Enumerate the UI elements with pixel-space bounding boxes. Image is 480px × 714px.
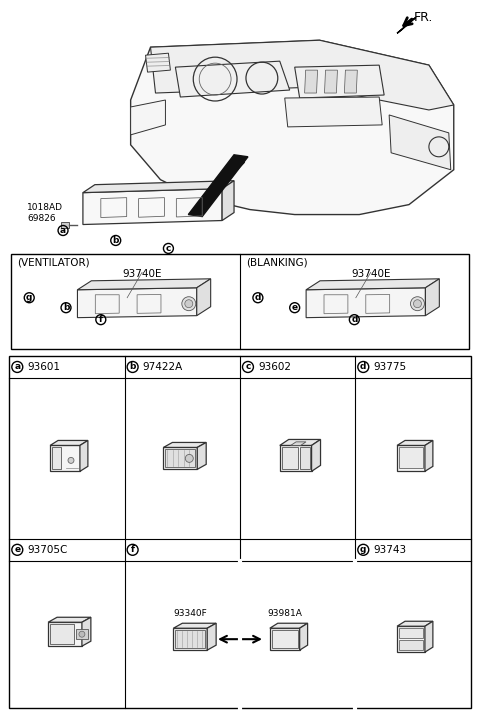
Polygon shape (50, 624, 74, 644)
Polygon shape (173, 623, 216, 628)
Text: f: f (131, 545, 134, 554)
Polygon shape (397, 17, 416, 34)
Polygon shape (305, 70, 318, 93)
Polygon shape (76, 629, 88, 639)
Bar (12, 254, 468, 349)
Text: e: e (14, 545, 20, 554)
Polygon shape (207, 623, 216, 650)
Polygon shape (83, 188, 222, 224)
Polygon shape (50, 441, 88, 446)
Text: 93705C: 93705C (27, 545, 68, 555)
Polygon shape (295, 65, 384, 98)
Text: 93340F: 93340F (173, 609, 207, 618)
Text: 93740E: 93740E (122, 269, 162, 279)
Polygon shape (425, 621, 433, 652)
Text: c: c (166, 244, 171, 253)
Polygon shape (389, 115, 451, 170)
Polygon shape (397, 441, 433, 446)
Polygon shape (344, 70, 357, 93)
Polygon shape (197, 443, 206, 469)
Text: 97422A: 97422A (143, 362, 183, 372)
Polygon shape (270, 623, 308, 628)
Text: 93740E: 93740E (351, 269, 391, 279)
Bar (9, 356, 471, 708)
Polygon shape (291, 442, 306, 446)
Polygon shape (131, 40, 454, 214)
Polygon shape (131, 100, 166, 135)
Text: 93775: 93775 (373, 362, 407, 372)
Polygon shape (188, 155, 248, 216)
Circle shape (68, 458, 74, 463)
Polygon shape (280, 439, 321, 446)
Polygon shape (306, 288, 425, 318)
Text: (VENTILATOR): (VENTILATOR) (17, 257, 90, 267)
Text: g: g (360, 545, 366, 554)
Polygon shape (324, 70, 337, 93)
Circle shape (185, 454, 193, 463)
Text: d: d (255, 293, 261, 302)
Polygon shape (397, 626, 425, 652)
Polygon shape (164, 448, 197, 469)
Polygon shape (48, 618, 91, 622)
Polygon shape (61, 221, 69, 228)
Polygon shape (82, 618, 91, 646)
Text: e: e (292, 303, 298, 312)
Polygon shape (399, 640, 423, 650)
Polygon shape (175, 61, 290, 97)
Text: 93981A: 93981A (267, 609, 302, 618)
Text: a: a (60, 226, 66, 235)
Polygon shape (399, 628, 423, 638)
Polygon shape (173, 628, 207, 650)
Text: FR.: FR. (414, 11, 433, 24)
Polygon shape (52, 448, 61, 469)
Polygon shape (397, 446, 425, 471)
Polygon shape (145, 53, 170, 72)
Text: a: a (14, 363, 20, 371)
Circle shape (185, 300, 193, 308)
Text: c: c (245, 363, 251, 371)
Text: 93743: 93743 (373, 545, 407, 555)
Polygon shape (48, 622, 82, 646)
Polygon shape (399, 448, 423, 468)
Text: 1018AD
69826: 1018AD 69826 (27, 203, 63, 223)
Polygon shape (285, 97, 382, 127)
Polygon shape (166, 449, 195, 468)
Polygon shape (270, 628, 300, 650)
Circle shape (182, 297, 196, 311)
Polygon shape (280, 446, 312, 471)
Text: d: d (360, 363, 366, 371)
Text: 93601: 93601 (27, 362, 60, 372)
Polygon shape (300, 448, 310, 469)
Polygon shape (397, 621, 433, 626)
Text: b: b (112, 236, 119, 245)
Polygon shape (80, 441, 88, 471)
Polygon shape (312, 439, 321, 471)
Text: 93602: 93602 (258, 362, 291, 372)
Text: 93783: 93783 (192, 208, 226, 218)
Polygon shape (222, 181, 234, 221)
Polygon shape (282, 448, 298, 469)
Text: f: f (99, 315, 103, 324)
Polygon shape (151, 40, 454, 110)
Polygon shape (164, 443, 206, 448)
Polygon shape (197, 278, 211, 316)
Polygon shape (175, 630, 205, 648)
Polygon shape (77, 288, 197, 318)
Polygon shape (77, 278, 211, 290)
Text: b: b (63, 303, 69, 312)
Circle shape (79, 631, 85, 637)
Text: g: g (26, 293, 33, 302)
Text: b: b (130, 363, 136, 371)
Polygon shape (272, 630, 298, 648)
Text: (BLANKING): (BLANKING) (246, 257, 308, 267)
Polygon shape (300, 623, 308, 650)
Circle shape (413, 300, 421, 308)
Polygon shape (50, 446, 80, 471)
Polygon shape (306, 278, 439, 290)
Polygon shape (425, 441, 433, 471)
Polygon shape (83, 181, 234, 193)
Polygon shape (425, 278, 439, 316)
Circle shape (410, 297, 424, 311)
Text: d: d (351, 315, 358, 324)
